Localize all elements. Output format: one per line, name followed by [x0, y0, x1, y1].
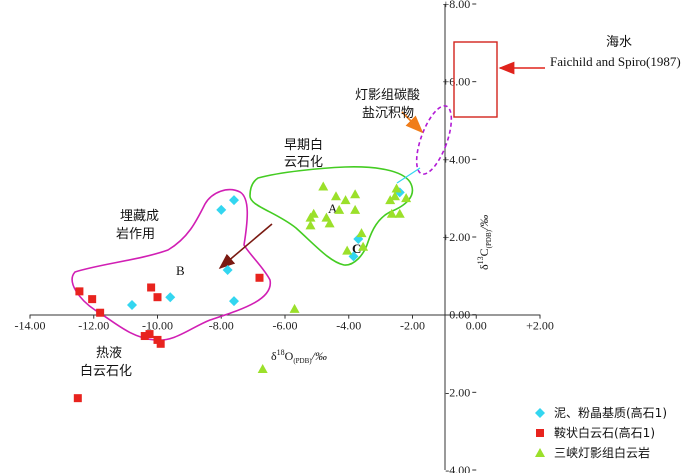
hydrothermal-label-line1: 热液: [96, 346, 122, 361]
square-data-point: [147, 283, 156, 292]
square-data-point: [255, 273, 264, 282]
triangle-data-point: [334, 204, 345, 214]
y-tick-label: 0.00: [449, 308, 470, 322]
legend-entry-label: 泥、粉晶基质(高石1): [554, 405, 667, 420]
triangle-data-point: [331, 191, 341, 201]
seawater-box: [453, 41, 498, 118]
square-data-point: [96, 308, 105, 317]
axes: -14.00 -12.00 -10.00 -8.00 -6.00 -4.00 -2.00 0.…: [15, 0, 554, 473]
triangle-data-point: [385, 195, 396, 205]
triangle-data-point: [386, 208, 397, 218]
x-axis-label: δ18O(PDB)/‰: [271, 348, 327, 365]
legend-entry-label: 鞍状白云石(高石1): [554, 425, 655, 440]
y-axis-label: δ13C(PDB)/‰: [476, 215, 493, 270]
seawater-reference: Faichild and Spiro(1987): [550, 54, 681, 69]
triangle-data-point: [358, 241, 369, 251]
square-data-point: [156, 339, 165, 348]
diamond-data-point: [229, 296, 239, 307]
x-tick-label: -12.00: [78, 319, 109, 333]
x-tick-label: -2.00: [400, 319, 425, 333]
legend-entry-label: 三峡灯影组白云岩: [554, 445, 650, 460]
x-tick-label: -4.00: [336, 319, 361, 333]
square-data-point: [145, 330, 154, 339]
x-tick-label: -10.00: [142, 319, 173, 333]
diamond-data-point: [127, 299, 137, 310]
cyan-connector-line: [396, 167, 421, 184]
triangle-data-point: [394, 208, 405, 218]
y-tick-label: +2.00: [442, 230, 470, 244]
burial-label-line1: 埋藏成: [120, 209, 159, 224]
early-dolomitization-line1: 早期白: [284, 137, 323, 153]
diamond-data-point: [165, 292, 176, 303]
x-tick-label: 0.00: [466, 319, 487, 333]
region-b-burial-diagenesis: [71, 188, 271, 341]
seawater-title: 海水: [606, 35, 632, 50]
square-data-point: [88, 295, 97, 304]
triangle-data-point: [289, 303, 300, 313]
y-tick-label: -4.00: [445, 463, 470, 473]
dengying-arrow: [401, 111, 424, 134]
square-data-point: [140, 332, 149, 341]
dengying-label-line2: 盐沉积物: [362, 106, 414, 121]
triangle-data-point: [350, 204, 361, 214]
diamond-data-point: [216, 204, 227, 215]
legend-diamond-icon: [535, 408, 545, 418]
diamond-data-point: [229, 195, 239, 206]
y-ticks: -4.00 -2.00 0.00 +2.00 +4.00 +6.00 +8.00: [442, 0, 477, 473]
square-data-point: [75, 287, 84, 296]
region-a-early-dolomitization: [249, 166, 414, 266]
square-data-point: [153, 293, 162, 302]
hydrothermal-label-line2: 白云石化: [80, 363, 132, 379]
data-points: [73, 181, 412, 403]
triangle-data-point: [389, 191, 400, 201]
region-label-a: A: [328, 201, 338, 216]
y-tick-label: +6.00: [442, 75, 470, 89]
legend: 泥、粉晶基质(高石1) 鞍状白云石(高石1) 三峡灯影组白云岩: [535, 405, 667, 460]
burial-trend-arrow: [218, 223, 273, 270]
triangle-data-point: [391, 183, 402, 193]
triangle-data-point: [340, 195, 351, 205]
region-label-c: C: [352, 241, 361, 256]
region-label-b: B: [176, 263, 185, 278]
x-tick-label: -14.00: [15, 319, 46, 333]
triangle-data-point: [324, 218, 335, 228]
legend-square-icon: [536, 429, 544, 437]
legend-triangle-icon: [535, 448, 545, 457]
triangle-data-point: [257, 364, 268, 374]
triangle-data-point: [342, 245, 353, 255]
y-tick-label: +4.00: [442, 152, 470, 166]
dengying-carbonate-ellipse: [415, 105, 453, 175]
triangle-data-point: [305, 220, 316, 230]
early-dolomitization-line2: 云石化: [284, 155, 323, 170]
x-tick-label: +2.00: [526, 319, 554, 333]
triangle-data-point: [356, 228, 367, 238]
x-tick-label: -8.00: [209, 319, 234, 333]
square-data-point: [73, 394, 82, 403]
y-tick-label: -2.00: [445, 385, 470, 399]
diamond-data-point: [222, 265, 233, 276]
y-tick-label: +8.00: [442, 0, 470, 11]
triangle-data-point: [318, 181, 329, 191]
x-tick-label: -6.00: [273, 319, 298, 333]
triangle-data-point: [308, 208, 319, 218]
triangle-data-point: [401, 193, 412, 203]
dengying-label-line1: 灯影组碳酸: [355, 88, 420, 103]
triangle-data-point: [350, 189, 361, 199]
x-ticks: -14.00 -12.00 -10.00 -8.00 -6.00 -4.00 -2.00 0.…: [15, 314, 554, 333]
burial-label-line2: 岩作用: [116, 227, 155, 242]
triangle-data-point: [321, 212, 332, 222]
